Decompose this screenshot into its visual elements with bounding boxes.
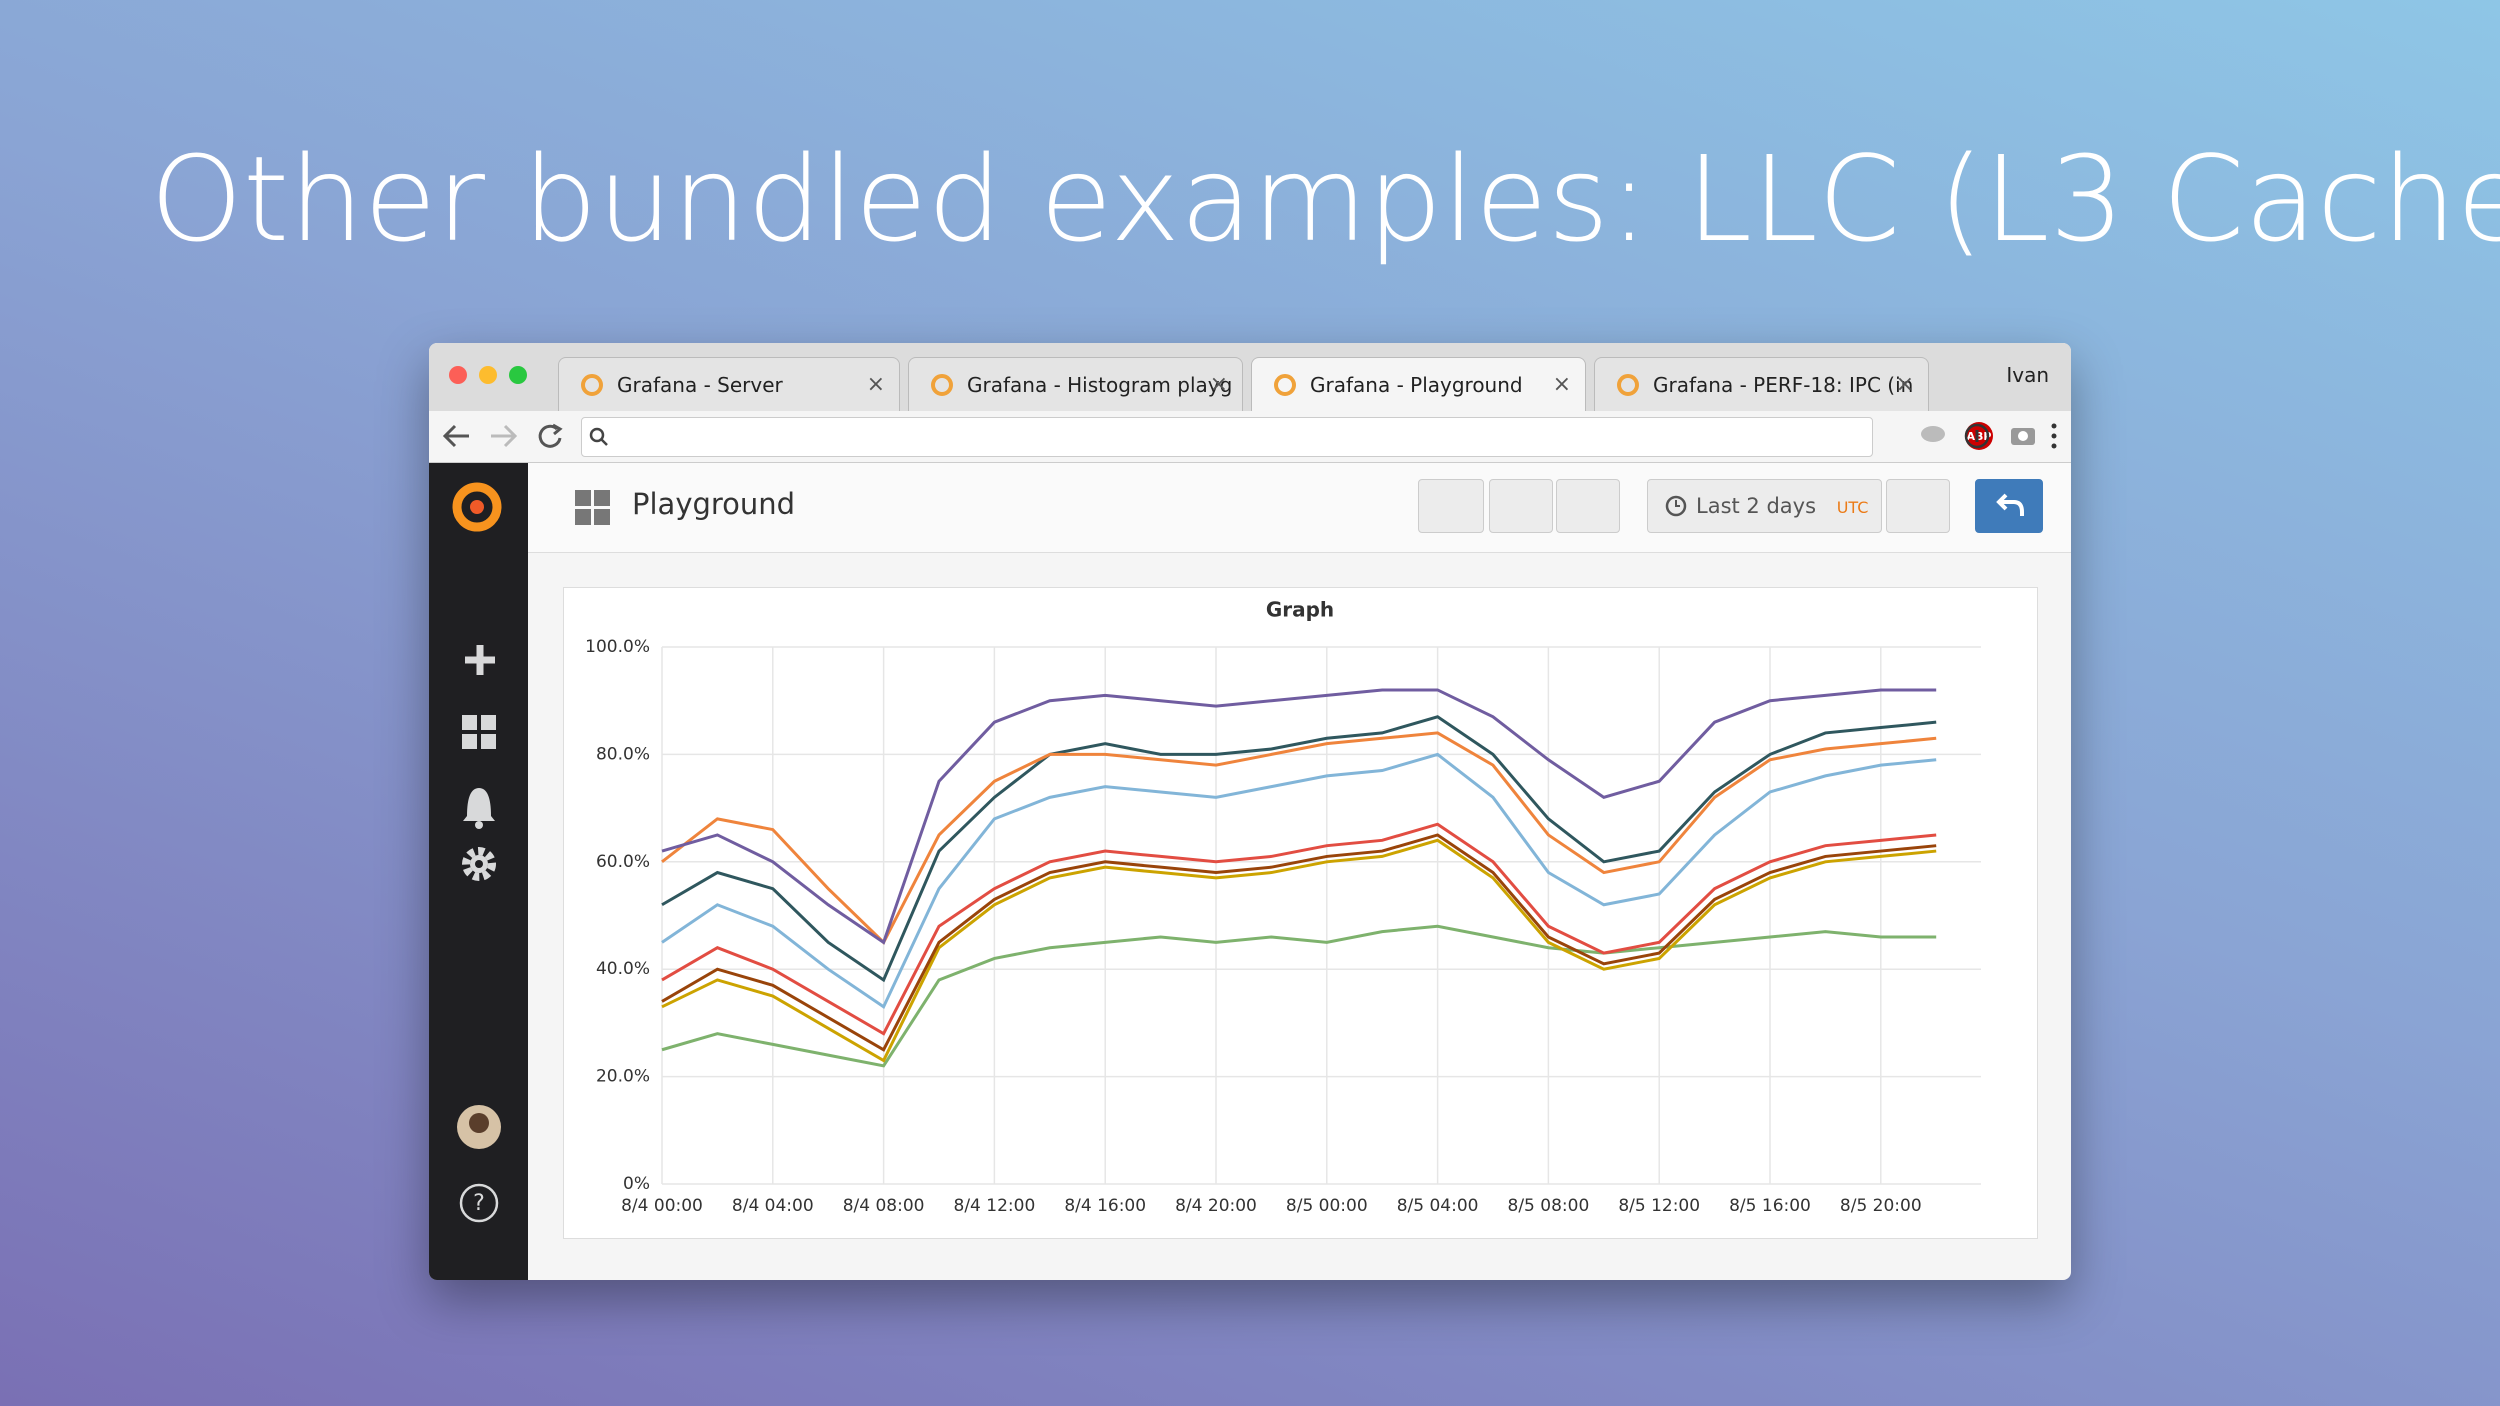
timezone: UTC (1836, 498, 1869, 517)
tab[interactable]: Grafana - PERF-18: IPC (in × (1594, 357, 1929, 411)
time-range: Last 2 days (1696, 494, 1817, 518)
x-tick-label: 8/4 12:00 (954, 1196, 1036, 1216)
chart: Graph 0% 20.0% 40.0% 60.0% 80.0% 100.0% 8/4 00… (585, 598, 1981, 1216)
dashboard-title[interactable]: Playground (632, 487, 796, 521)
y-tick-label: 20.0% (596, 1067, 650, 1087)
search-icon (589, 427, 608, 446)
nav-buttons (442, 423, 563, 448)
series-line (661, 715, 1937, 983)
x-tick-label: 8/4 00:00 (621, 1196, 703, 1216)
sidebar-icons: ? (452, 482, 502, 1223)
x-tick-label: 8/4 08:00 (843, 1196, 925, 1216)
zoom-dot[interactable] (509, 366, 527, 384)
series-line (661, 924, 1937, 1068)
y-tick-label: 60.0% (596, 852, 650, 872)
address-bar: ABP (429, 411, 2071, 463)
svg-text:?: ? (473, 1191, 485, 1216)
series-line (661, 833, 1937, 1052)
x-tick-label: 8/5 20:00 (1840, 1196, 1922, 1216)
series-line (661, 822, 1937, 1036)
toolbar-icons (1964, 423, 2057, 449)
series-line (661, 688, 1937, 945)
series-line (661, 752, 1937, 1010)
back-icon (1996, 493, 2024, 516)
sidebar: ? (429, 463, 528, 1280)
y-tick-label: 80.0% (596, 744, 650, 764)
browser-window: Grafana - Server × Grafana - Histogram pl… (429, 343, 2071, 1280)
x-tick-label: 8/4 04:00 (732, 1196, 814, 1216)
dashboard-header: Playground Last 2 days UTC (528, 463, 2071, 553)
refresh-button[interactable] (1886, 479, 1950, 533)
time-picker[interactable]: Last 2 days UTC (1647, 479, 1882, 533)
save-button[interactable] (1489, 479, 1553, 533)
x-tick-label: 8/4 20:00 (1175, 1196, 1257, 1216)
abp-label: ABP (1967, 430, 1992, 443)
tab-title: Grafana - Playground (1310, 373, 1523, 397)
tab[interactable]: Grafana - Server × (558, 357, 900, 411)
x-tick-label: 8/5 00:00 (1286, 1196, 1368, 1216)
x-tick-label: 8/5 04:00 (1397, 1196, 1479, 1216)
slide-title: Other bundled examples: LLC (L3 Cache) (150, 130, 2500, 268)
back-button[interactable] (1975, 479, 2043, 533)
tab-title: Grafana - PERF-18: IPC (in (1653, 373, 1914, 397)
y-tick-label: 0% (623, 1174, 650, 1194)
x-tick-label: 8/5 16:00 (1729, 1196, 1811, 1216)
x-tick-label: 8/5 08:00 (1508, 1196, 1590, 1216)
y-tick-label: 100.0% (585, 637, 650, 657)
series-line (661, 731, 1937, 945)
close-dot[interactable] (449, 366, 467, 384)
series-line (661, 838, 1937, 1063)
omnibox[interactable] (581, 417, 1873, 457)
dashboard-icon (575, 490, 610, 525)
tab-bar: Grafana - Server × Grafana - Histogram pl… (429, 343, 2071, 411)
settings-button[interactable] (1556, 479, 1620, 533)
profile-name[interactable]: Ivan (2006, 363, 2049, 387)
tab-title: Grafana - Server (617, 373, 783, 397)
graph-panel: Graph 0% 20.0% 40.0% 60.0% 80.0% 100.0% 8/4 00… (563, 587, 2038, 1239)
x-tick-label: 8/5 12:00 (1618, 1196, 1700, 1216)
tab-title: Grafana - Histogram playg (967, 373, 1233, 397)
x-tick-label: 8/4 16:00 (1064, 1196, 1146, 1216)
clock-icon (1665, 495, 1687, 517)
tab[interactable]: Grafana - Playground × (1251, 357, 1586, 411)
minimize-dot[interactable] (479, 366, 497, 384)
chart-title: Graph (1266, 598, 1334, 622)
share-button[interactable] (1418, 479, 1484, 533)
y-tick-label: 40.0% (596, 959, 650, 979)
tab[interactable]: Grafana - Histogram playg × (908, 357, 1243, 411)
